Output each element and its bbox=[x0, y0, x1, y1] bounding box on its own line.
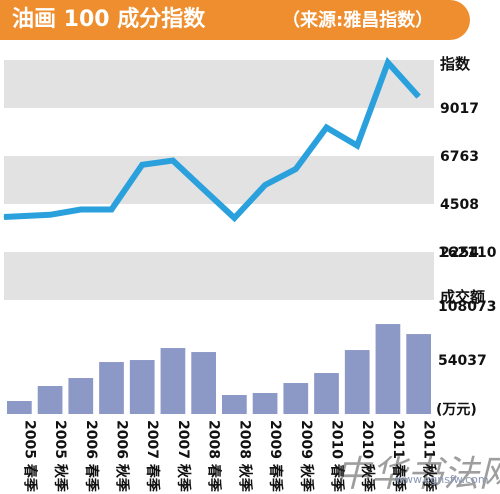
bar bbox=[191, 352, 216, 414]
bar bbox=[222, 395, 247, 414]
chart-title: 油画 100 成分指数 bbox=[12, 7, 206, 32]
line-y-tick: 6763 bbox=[440, 149, 479, 165]
category-label: 2005 秋季 bbox=[52, 420, 69, 492]
line-y-axis-label: 指数 bbox=[440, 55, 471, 73]
category-label: 2006 春季 bbox=[83, 420, 100, 492]
data-point bbox=[356, 145, 358, 147]
bar-y-tick: 108073 bbox=[438, 299, 496, 315]
bar bbox=[129, 360, 155, 414]
line-series bbox=[3, 56, 421, 223]
bar bbox=[314, 373, 339, 414]
chart-source: （来源:雅昌指数） bbox=[282, 10, 434, 31]
bar bbox=[68, 378, 94, 414]
bar bbox=[283, 383, 309, 414]
bar-y-tick: 54037 bbox=[438, 353, 487, 369]
data-point bbox=[49, 214, 51, 216]
bar-y-tick: 162110 bbox=[438, 245, 497, 261]
category-labels: 2005 春季 2005 秋季 2006 春季 2006 秋季 2007 春季 2007 … bbox=[21, 420, 437, 492]
category-label: 2008 秋季 bbox=[236, 420, 253, 492]
category-label: 2006 秋季 bbox=[114, 420, 131, 492]
data-point bbox=[233, 217, 235, 219]
bar bbox=[375, 324, 401, 414]
data-point bbox=[264, 184, 266, 186]
line-y-tick: 9017 bbox=[440, 101, 479, 117]
bar bbox=[344, 350, 370, 414]
category-label: 2005 春季 bbox=[21, 420, 38, 492]
bar bbox=[160, 348, 186, 414]
category-label: 2010 春季 bbox=[329, 420, 346, 492]
watermark-logo: 中华书法网 bbox=[335, 454, 500, 494]
data-point bbox=[387, 62, 389, 64]
data-point bbox=[203, 188, 205, 190]
series-line bbox=[3, 56, 421, 223]
bar-y-axis-label: 成交额 bbox=[440, 288, 485, 306]
bar-unit-label: (万元) bbox=[436, 402, 477, 418]
category-label: 2011 秋季 bbox=[421, 420, 438, 492]
bar bbox=[99, 362, 124, 414]
bar bbox=[37, 386, 63, 414]
bar bbox=[406, 334, 431, 414]
data-point bbox=[295, 168, 297, 170]
data-point bbox=[141, 164, 143, 166]
grid-band bbox=[4, 60, 434, 108]
data-point bbox=[111, 209, 112, 211]
bar-series bbox=[7, 324, 431, 414]
category-label: 2010 秋季 bbox=[359, 420, 376, 492]
data-point bbox=[3, 216, 5, 218]
category-label: 2009 秋季 bbox=[298, 420, 315, 492]
grid-bands bbox=[4, 60, 434, 300]
data-point bbox=[80, 209, 82, 211]
data-point bbox=[326, 127, 327, 129]
data-point bbox=[418, 96, 420, 98]
category-label: 2007 春季 bbox=[144, 420, 161, 492]
watermark-site: www.zgnsfw.com bbox=[395, 473, 489, 486]
bar-y-ticks: 162110 108073 54037 bbox=[438, 245, 497, 369]
grid-band bbox=[4, 156, 434, 204]
data-point bbox=[172, 160, 174, 162]
grid-band bbox=[4, 252, 434, 300]
bar bbox=[7, 401, 32, 414]
line-y-ticks: 9017 6763 4508 2254 bbox=[440, 101, 479, 261]
category-label: 2007 秋季 bbox=[175, 420, 192, 492]
line-y-tick: 2254 bbox=[440, 245, 479, 261]
bar bbox=[252, 393, 278, 414]
title-bar: 油画 100 成分指数 （来源:雅昌指数） bbox=[0, 0, 470, 40]
category-label: 2011 春季 bbox=[390, 420, 407, 492]
category-label: 2009 春季 bbox=[267, 420, 284, 492]
line-y-tick: 4508 bbox=[440, 197, 479, 213]
category-label: 2008 春季 bbox=[206, 420, 223, 492]
